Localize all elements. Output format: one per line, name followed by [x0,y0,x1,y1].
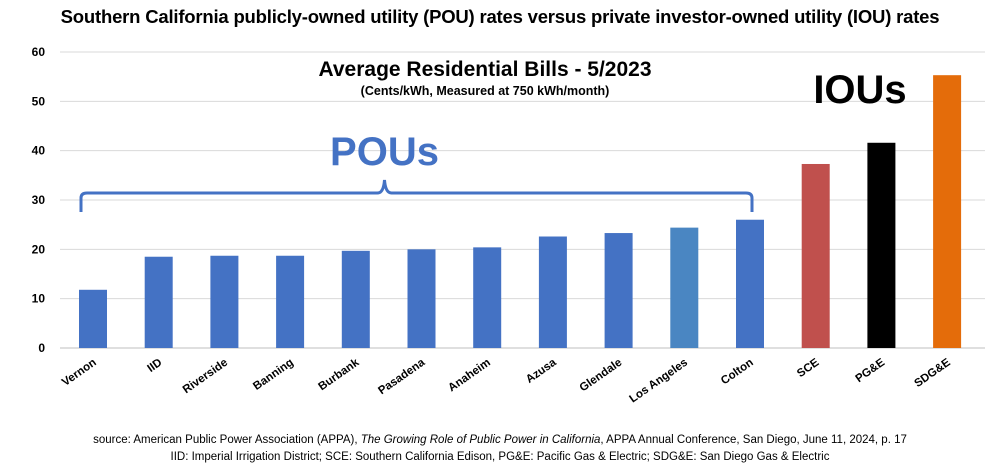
chart-subtitle: (Cents/kWh, Measured at 750 kWh/month) [361,84,610,98]
x-tick-label: Pasadena [376,356,427,397]
bar [736,219,764,348]
bar [210,255,239,348]
bar [341,250,370,348]
x-tick-label: Burbank [316,356,362,393]
x-tick-label: Azusa [524,356,559,386]
y-tick-label: 10 [32,292,46,306]
bar [473,247,502,348]
grid-lines [60,51,985,300]
bar [144,256,173,348]
x-tick-label: Glendale [578,357,625,395]
x-tick-label: PG&E [854,356,888,385]
bars [79,75,962,348]
bar [407,249,436,348]
x-tick-label: IID [145,357,164,375]
y-tick-label: 20 [32,242,46,256]
bar [276,255,305,348]
x-tick-label: SCE [795,356,822,380]
y-tick-label: 0 [38,341,45,355]
chart-title: Average Residential Bills - 5/2023 [318,58,651,81]
x-tick-label: SDG&E [912,356,953,389]
bar [801,163,830,348]
bar [538,236,567,348]
pou-group-label: POUs [330,130,439,174]
x-tick-label: Colton [719,357,756,388]
bar [604,233,633,348]
x-tick-label: Vernon [60,357,99,389]
source-suffix: , APPA Annual Conference, San Diego, Jun… [600,434,907,446]
page-headline: Southern California publicly-owned utili… [60,6,940,27]
source-prefix: source: American Public Power Associatio… [93,434,361,446]
bar-chart: 0 10 20 30 40 50 60 Vernon IID Riverside Banning B… [32,45,985,405]
y-tick-label: 40 [32,144,46,158]
x-tick-label: Banning [251,357,296,393]
x-tick-label: Los Angeles [627,357,690,406]
y-tick-label: 30 [32,193,46,207]
x-tick-label: Anaheim [446,357,493,395]
iou-group-label: IOUs [813,68,906,112]
y-axis-tick-labels: 0 10 20 30 40 50 60 [32,45,46,355]
bar [867,142,896,348]
y-tick-label: 60 [32,45,46,59]
bar [933,75,962,348]
y-tick-label: 50 [32,94,46,108]
source-note: source: American Public Power Associatio… [0,434,1000,446]
x-axis-category-labels: Vernon IID Riverside Banning Burbank Pasadena… [60,356,953,405]
x-tick-label: Riverside [181,357,230,397]
pou-bracket [79,179,754,212]
bar [670,227,699,348]
bar [79,289,107,348]
glossary-note: IID: Imperial Irrigation District; SCE: … [170,451,830,463]
source-title: The Growing Role of Public Power in Cali… [360,434,601,446]
